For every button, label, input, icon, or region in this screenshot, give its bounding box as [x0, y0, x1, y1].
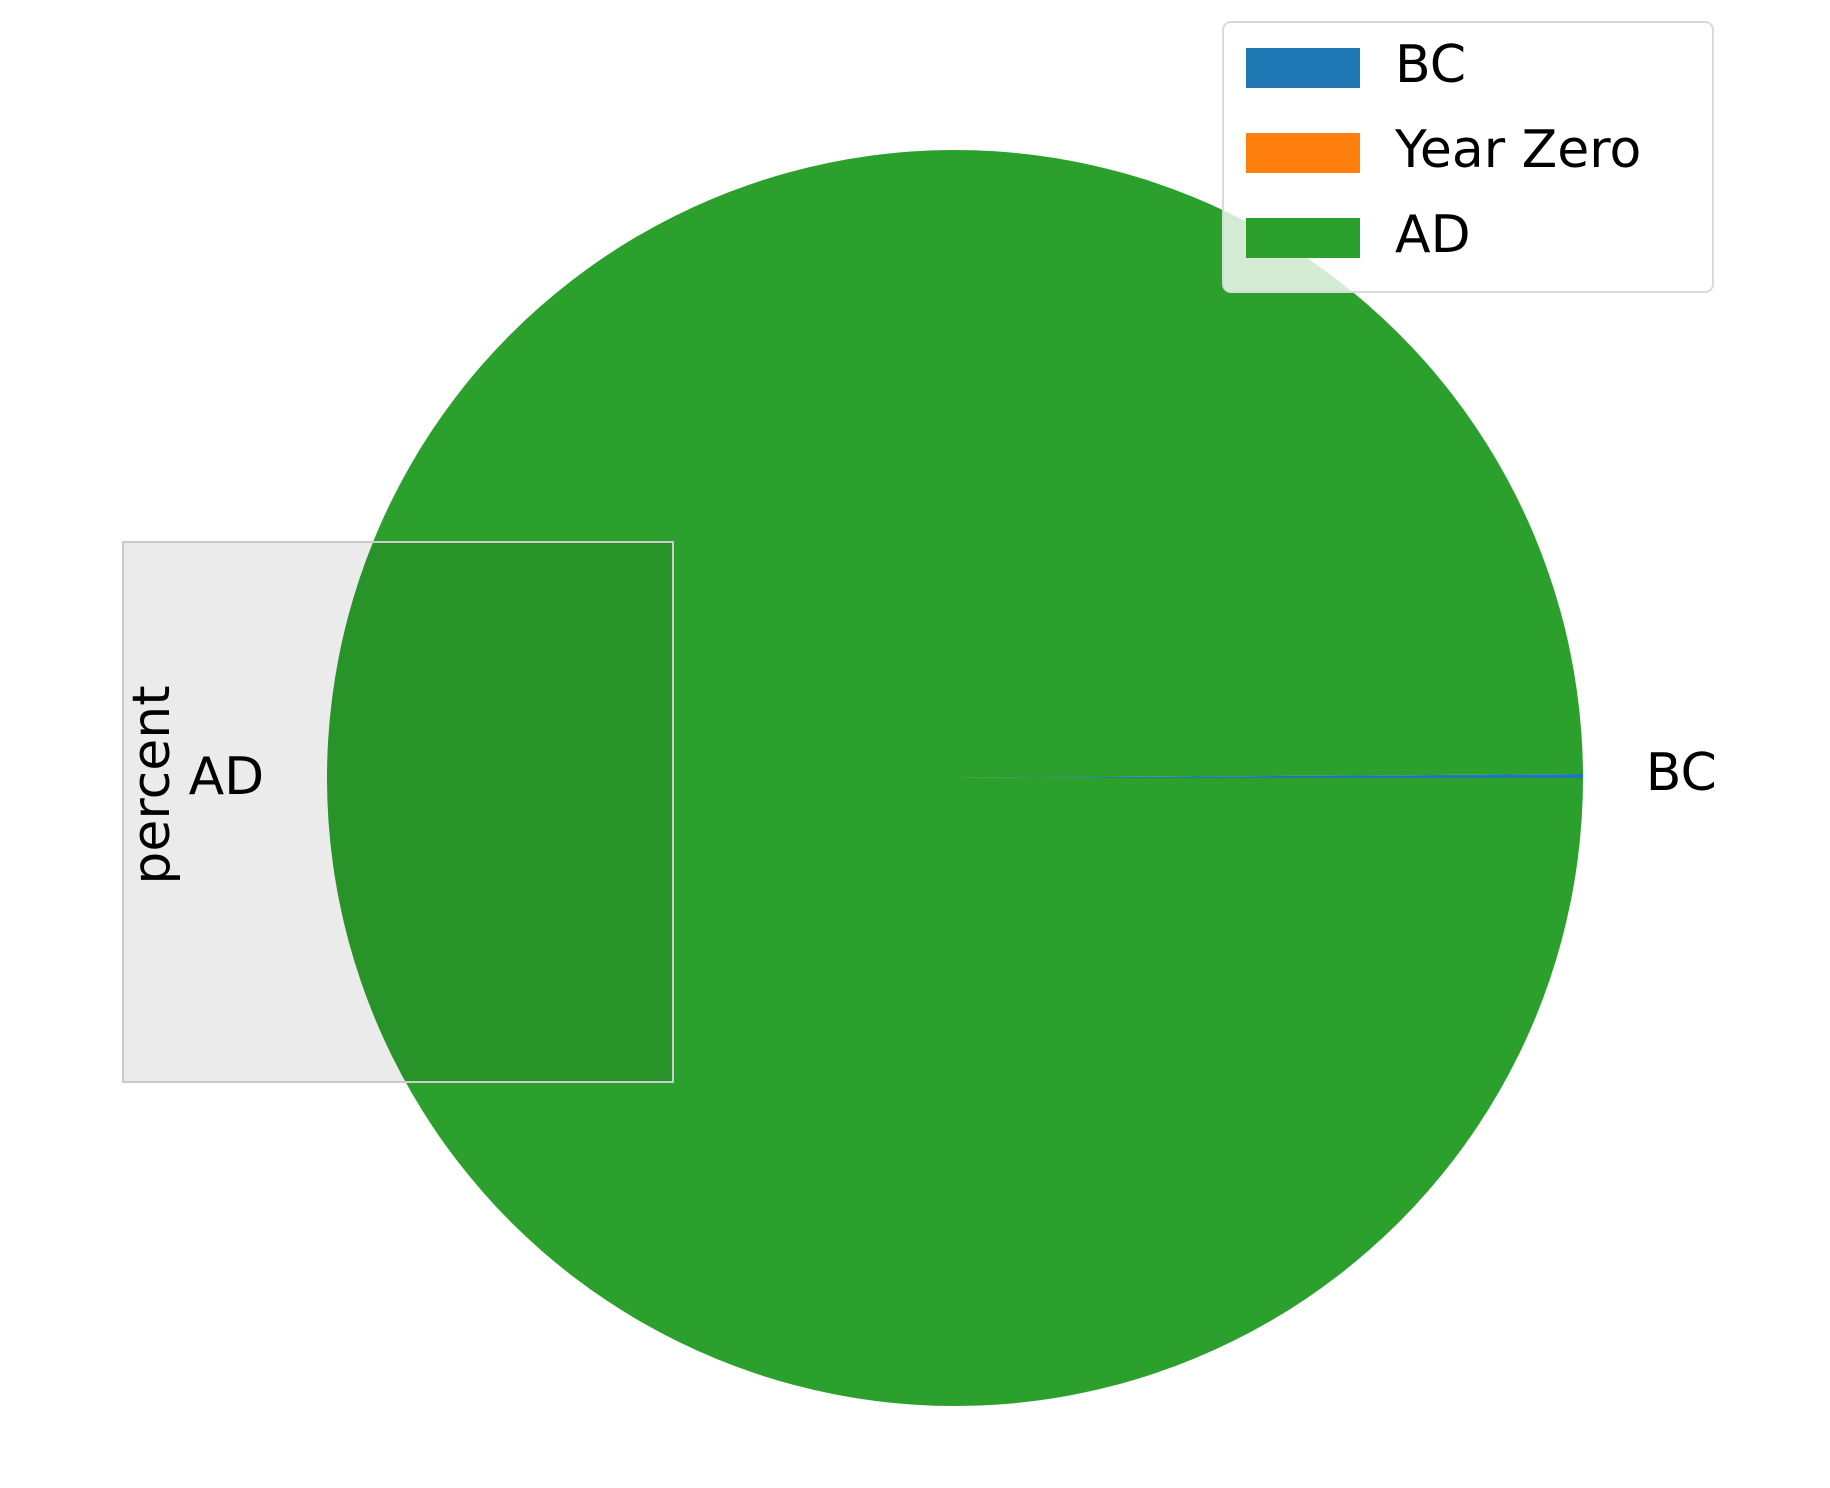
legend-swatch-ad [1246, 218, 1360, 258]
legend: BC Year Zero AD [1222, 21, 1714, 293]
legend-label-year-zero: Year Zero [1394, 120, 1641, 180]
legend-label-ad: AD [1395, 205, 1471, 265]
overlay-box [122, 541, 674, 1083]
legend-swatch-year-zero [1246, 133, 1360, 173]
slice-labels: BC AD [189, 743, 1717, 807]
legend-label-bc: BC [1395, 35, 1466, 95]
legend-swatch-bc [1246, 48, 1360, 88]
y-axis-label: percent [122, 685, 182, 884]
slice-label-ad: AD [189, 747, 265, 807]
pie-slice-ad [326, 150, 1583, 1407]
slice-label-bc: BC [1646, 743, 1717, 803]
pie-slices [326, 150, 1583, 1407]
pie-slice-bc [955, 774, 1583, 778]
